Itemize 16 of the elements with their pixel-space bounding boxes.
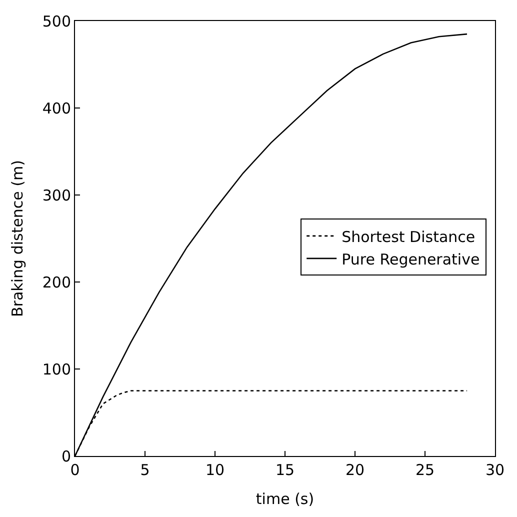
y-tick-label: 0 bbox=[61, 447, 71, 466]
x-axis-title: time (s) bbox=[256, 490, 314, 508]
legend-label: Shortest Distance bbox=[342, 228, 476, 246]
y-tick-label: 100 bbox=[42, 360, 71, 378]
x-tick-label: 25 bbox=[415, 461, 435, 479]
x-tick-label: 5 bbox=[140, 461, 150, 479]
y-tick-label: 200 bbox=[42, 273, 71, 292]
y-tick-label: 400 bbox=[42, 99, 71, 118]
y-axis-title: Braking distence (m) bbox=[8, 160, 27, 317]
y-tick-label: 500 bbox=[42, 12, 71, 30]
legend-label: Pure Regenerative bbox=[342, 250, 480, 268]
y-tick-label: 300 bbox=[42, 186, 71, 204]
x-tick-label: 10 bbox=[205, 461, 225, 479]
x-tick-label: 30 bbox=[485, 461, 505, 479]
x-tick-label: 15 bbox=[275, 461, 295, 479]
x-tick-label: 20 bbox=[345, 461, 365, 479]
